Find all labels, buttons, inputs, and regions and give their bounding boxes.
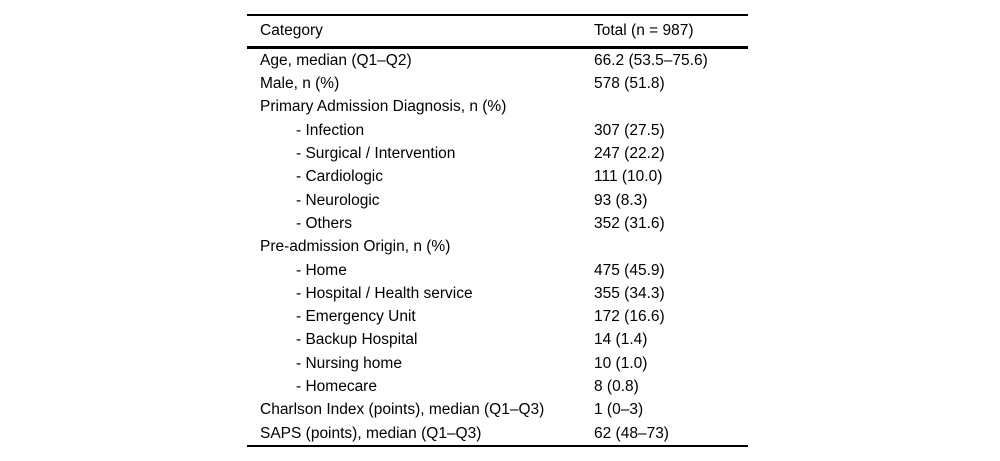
value-cell: 62 (48–73) <box>594 424 669 442</box>
category-cell: - Surgical / Intervention <box>296 145 456 163</box>
table-row: Age, median (Q1–Q2) 66.2 (53.5–75.6) <box>247 49 748 72</box>
category-cell: Pre-admission Origin, n (%) <box>260 238 451 256</box>
value-cell: 355 (34.3) <box>594 284 665 302</box>
table-row: - Emergency Unit 172 (16.6) <box>247 305 748 328</box>
value-cell: 475 (45.9) <box>594 261 665 279</box>
table-row: Male, n (%) 578 (51.8) <box>247 72 748 95</box>
category-cell: - Nursing home <box>296 354 402 372</box>
value-cell: 111 (10.0) <box>594 168 663 186</box>
value-cell: 172 (16.6) <box>594 308 665 326</box>
table-row: - Hospital / Health service 355 (34.3) <box>247 282 748 305</box>
value-cell: 66.2 (53.5–75.6) <box>594 51 708 69</box>
category-cell: SAPS (points), median (Q1–Q3) <box>260 424 482 442</box>
table-row: SAPS (points), median (Q1–Q3) 62 (48–73) <box>247 422 748 445</box>
value-cell: 1 (0–3) <box>594 401 644 419</box>
category-cell: - Emergency Unit <box>296 308 416 326</box>
table-row: - Neurologic 93 (8.3) <box>247 189 748 212</box>
category-cell: - Hospital / Health service <box>296 284 473 302</box>
value-cell: 307 (27.5) <box>594 121 665 139</box>
value-cell: 578 (51.8) <box>594 75 665 93</box>
table-row: Primary Admission Diagnosis, n (%) <box>247 96 748 119</box>
table-header-row: Category Total (n = 987) <box>247 16 748 49</box>
table-row: - Nursing home 10 (1.0) <box>247 352 748 375</box>
table-row: - Infection 307 (27.5) <box>247 119 748 142</box>
category-cell: Primary Admission Diagnosis, n (%) <box>260 98 507 116</box>
value-cell: 247 (22.2) <box>594 145 665 163</box>
table-row: - Homecare 8 (0.8) <box>247 375 748 398</box>
column-header-total: Total (n = 987) <box>594 22 694 40</box>
value-cell: 14 (1.4) <box>594 331 648 349</box>
category-cell: - Infection <box>296 121 365 139</box>
category-cell: - Homecare <box>296 378 377 396</box>
category-cell: Age, median (Q1–Q2) <box>260 51 412 69</box>
category-cell: - Cardiologic <box>296 168 384 186</box>
category-cell: - Backup Hospital <box>296 331 418 349</box>
table-row: Charlson Index (points), median (Q1–Q3) … <box>247 398 748 421</box>
table-row: Pre-admission Origin, n (%) <box>247 235 748 258</box>
patient-characteristics-table: Category Total (n = 987) Age, median (Q1… <box>247 14 748 448</box>
table-row: - Home 475 (45.9) <box>247 259 748 282</box>
table-row: - Backup Hospital 14 (1.4) <box>247 329 748 352</box>
category-cell: - Home <box>296 261 347 279</box>
category-cell: Male, n (%) <box>260 75 340 93</box>
category-cell: - Others <box>296 214 352 232</box>
column-header-category: Category <box>260 22 323 40</box>
category-cell: Charlson Index (points), median (Q1–Q3) <box>260 401 545 419</box>
value-cell: 8 (0.8) <box>594 378 639 396</box>
table-row: - Surgical / Intervention 247 (22.2) <box>247 142 748 165</box>
value-cell: 93 (8.3) <box>594 191 648 209</box>
table-row: - Cardiologic 111 (10.0) <box>247 165 748 188</box>
value-cell: 10 (1.0) <box>594 354 648 372</box>
table-row: - Others 352 (31.6) <box>247 212 748 235</box>
value-cell: 352 (31.6) <box>594 214 665 232</box>
category-cell: - Neurologic <box>296 191 380 209</box>
